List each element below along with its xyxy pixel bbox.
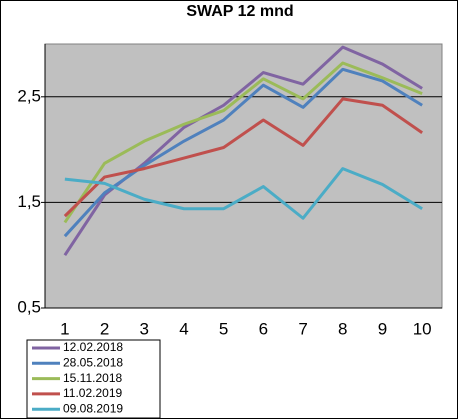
series-line: [63, 67, 423, 238]
legend-label: 09.08.2019: [63, 401, 123, 415]
x-tick-label: 3: [140, 319, 149, 338]
y-tick-label: 1,5: [17, 192, 41, 211]
series-line: [64, 167, 423, 220]
x-tick-label: 2: [100, 319, 109, 338]
x-tick-label: 8: [338, 319, 347, 338]
series-line: [63, 97, 424, 218]
legend-label: 12.02.2018: [63, 340, 123, 354]
legend-label: 15.11.2018: [63, 371, 122, 385]
series-line: [63, 61, 423, 224]
chart-title: SWAP 12 mnd: [186, 3, 293, 20]
x-tick-label: 10: [413, 319, 432, 338]
x-tick-label: 5: [219, 319, 228, 338]
y-tick-label: 0,5: [17, 297, 41, 316]
legend-label: 11.02.2019: [63, 386, 122, 400]
legend-label: 28.05.2018: [63, 355, 123, 369]
x-tick-label: 1: [60, 319, 69, 338]
x-tick-label: 7: [298, 319, 307, 338]
x-tick-label: 6: [259, 319, 268, 338]
y-tick-label: 2,5: [17, 86, 41, 105]
x-tick-label: 9: [378, 319, 387, 338]
x-tick-label: 4: [179, 319, 188, 338]
